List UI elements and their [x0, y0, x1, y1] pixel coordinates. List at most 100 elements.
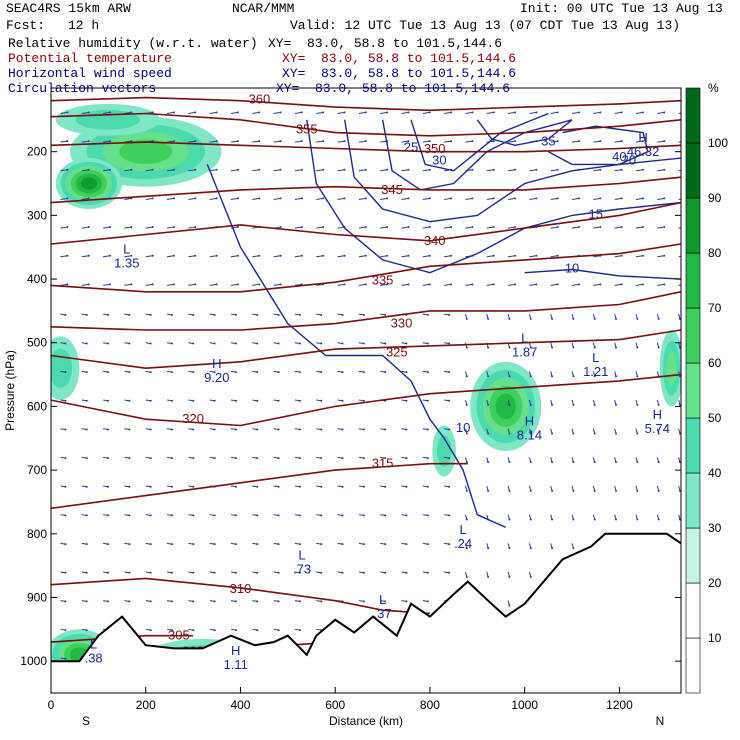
circulation-vector-head-116	[170, 543, 173, 546]
circulation-vector-head-74	[128, 485, 131, 488]
circulation-vector-head-65	[130, 226, 133, 229]
field-vectors-name: Circulation vectors	[8, 81, 157, 96]
circulation-vector-head-150	[213, 371, 216, 374]
circulation-vector-head-81	[151, 111, 154, 114]
extremum-value-10: .38	[85, 650, 103, 665]
circulation-vector-head-125	[194, 226, 197, 229]
circulation-vector-head-39	[85, 629, 88, 632]
circulation-vector-487	[571, 283, 580, 286]
circulation-vector-head-489	[572, 346, 575, 349]
circulation-vector-head-110	[170, 371, 173, 374]
circulation-vector-head-490	[572, 375, 575, 378]
circulation-vector-head-515	[593, 518, 596, 521]
circulation-vector-head-295	[362, 514, 365, 517]
circulation-vector-head-376	[448, 543, 451, 546]
terrain-fill	[51, 533, 681, 693]
circulation-vector-head-223	[300, 168, 303, 171]
circulation-vector-head-57	[107, 571, 110, 574]
circulation-vector-head-266	[343, 254, 346, 257]
circulation-vector-head-318	[384, 600, 387, 603]
circulation-vector-head-355	[426, 514, 429, 517]
circulation-vector-head-321	[407, 111, 410, 114]
circulation-vector-107	[166, 283, 175, 286]
circulation-vector-head-294	[362, 485, 365, 488]
circulation-vector-head-181	[258, 111, 261, 114]
circulation-vector-head-335	[405, 514, 408, 517]
circulation-vector-head-525	[620, 226, 623, 229]
circulation-vector-head-87	[151, 283, 154, 286]
circulation-vector-head-192	[256, 428, 259, 431]
circulation-vector-head-11	[64, 399, 67, 402]
circulation-vector-head-469	[551, 346, 554, 349]
circulation-vector-head-23	[87, 168, 90, 171]
circulation-vector-head-102	[172, 140, 175, 143]
circulation-vector-head-550	[636, 375, 639, 378]
forecast-label: Fcst:	[6, 18, 46, 33]
circulation-vector-421	[508, 111, 516, 114]
circulation-vector-head-263	[343, 168, 346, 171]
circulation-vector-head-406	[492, 254, 495, 257]
circulation-vector-head-246	[322, 254, 325, 257]
circulation-vector-463	[550, 169, 558, 172]
circulation-vector-head-66	[130, 254, 133, 257]
circulation-vector-head-481	[577, 111, 580, 114]
circulation-vector-head-275	[341, 514, 344, 517]
circulation-vector-362	[444, 140, 452, 143]
circulation-vector-567	[657, 283, 665, 286]
circulation-vector-head-562	[663, 140, 666, 143]
circulation-vector-head-108	[170, 313, 173, 316]
circulation-vector-207	[273, 283, 281, 286]
circulation-vector-head-565	[663, 226, 666, 229]
circulation-vector-522	[614, 140, 622, 143]
circulation-vector-head-285	[364, 226, 367, 229]
y-tick-label-200: 200	[27, 145, 47, 159]
circulation-vector-head-357	[426, 571, 429, 574]
circulation-vector-head-522	[620, 140, 623, 143]
circulation-vector-167	[230, 283, 238, 286]
circulation-vector-266	[337, 255, 345, 258]
x-tick-label-200: 200	[136, 698, 156, 712]
circulation-vector-123	[188, 169, 196, 172]
circulation-vector-head-209	[277, 342, 280, 345]
circulation-vector-head-229	[298, 342, 301, 345]
circulation-vector-head-68	[128, 313, 131, 316]
field-theta-xy: XY= 83.0, 58.8 to 101.5,144.6	[282, 51, 517, 66]
circulation-vector-head-549	[636, 346, 639, 349]
circulation-vector-head-342	[428, 140, 431, 143]
circulation-vector-head-244	[322, 197, 325, 200]
circulation-vector-head-239	[298, 629, 301, 632]
circulation-vector-361	[444, 111, 452, 114]
rh-shade-1-80	[80, 177, 97, 190]
circulation-vector-head-350	[426, 371, 429, 374]
circulation-vector-head-384	[471, 197, 474, 200]
circulation-vector-562	[657, 140, 665, 143]
circulation-vector-head-189	[256, 342, 259, 345]
circulation-vector-462	[550, 140, 558, 143]
circulation-vector-head-455	[529, 518, 532, 521]
circulation-vector-head-364	[450, 197, 453, 200]
circulation-vector-head-468	[551, 317, 554, 320]
circulation-vector-344	[422, 197, 430, 200]
circulation-vector-head-277	[341, 571, 344, 574]
circulation-vector-306	[380, 255, 388, 258]
circulation-vector-346	[422, 255, 430, 258]
circulation-vector-head-16	[64, 543, 67, 546]
circulation-vector-head-62	[130, 140, 133, 143]
circulation-vector-66	[124, 255, 132, 258]
circulation-vector-head-272	[341, 428, 344, 431]
theta-label-305: 305	[168, 628, 190, 643]
circulation-vector-head-13	[64, 457, 67, 460]
circulation-vector-head-158	[213, 600, 216, 603]
circulation-vector-582	[678, 141, 681, 143]
circulation-vector-head-124	[194, 197, 197, 200]
circulation-vector-87	[145, 283, 153, 286]
circulation-vector-head-290	[362, 371, 365, 374]
init-time: Init: 00 UTC Tue 13 Aug 13	[520, 1, 723, 16]
circulation-vector-144	[209, 197, 217, 200]
circulation-vector-head-555	[636, 518, 639, 521]
circulation-vector-head-304	[386, 197, 389, 200]
x-tick-label-600: 600	[325, 698, 345, 712]
colorbar-segment-1	[685, 582, 701, 639]
circulation-vector-head-323	[407, 168, 410, 171]
circulation-vector-head-315	[384, 514, 387, 517]
